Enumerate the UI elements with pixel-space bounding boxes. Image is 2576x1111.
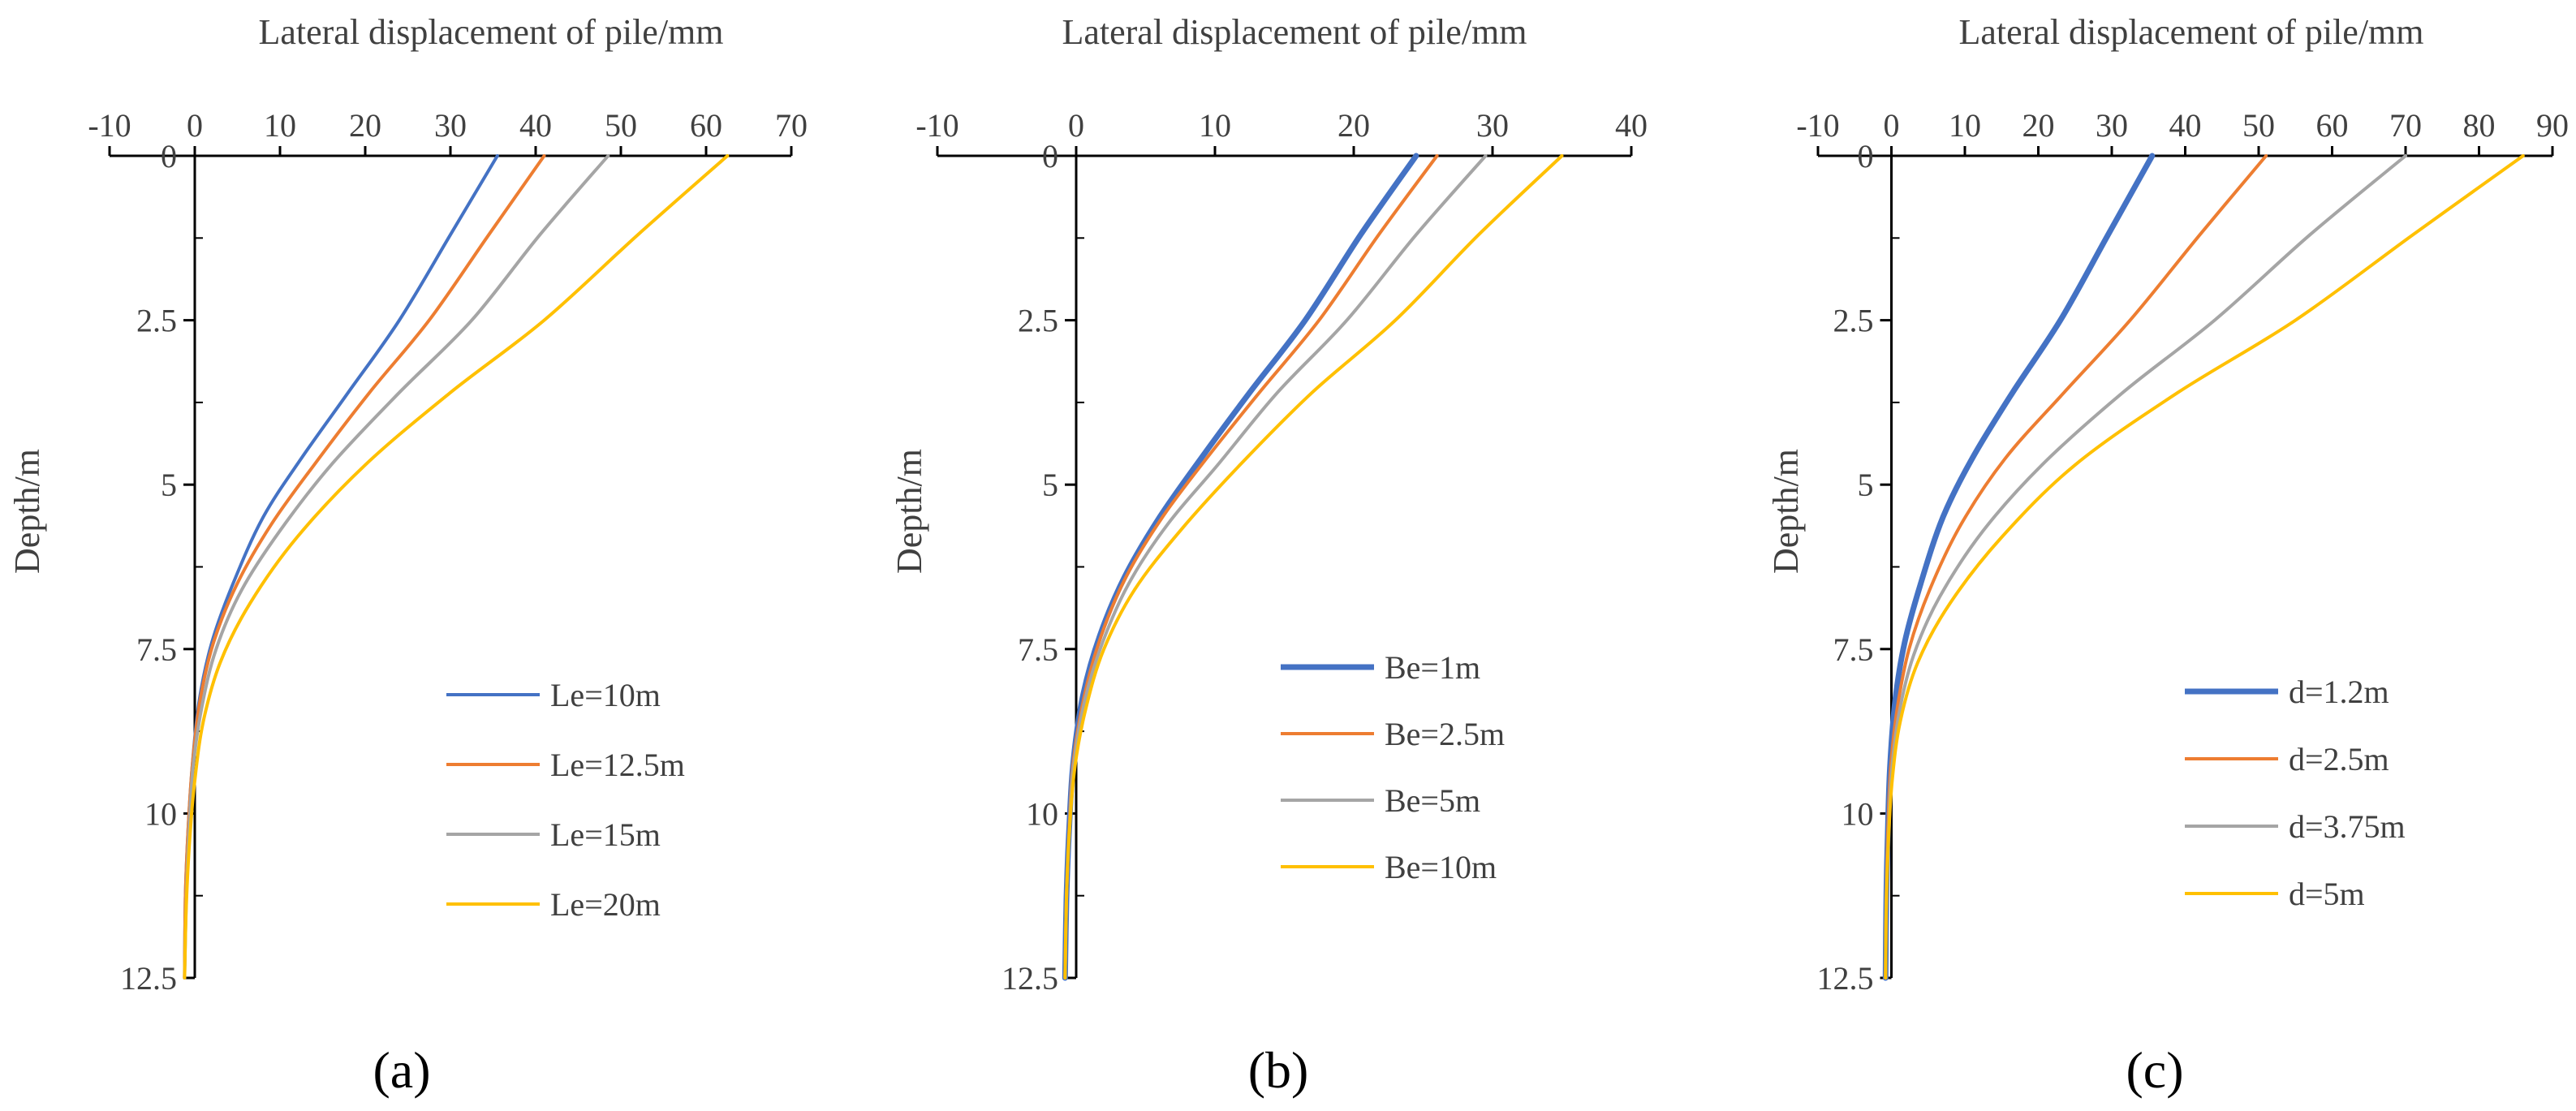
series-line-Le=20m	[183, 154, 730, 980]
y-tick-label: 0	[161, 138, 177, 174]
y-tick-label: 5	[1858, 467, 1874, 503]
series-line-Le=15m	[183, 154, 610, 980]
y-tick-label: 0	[1042, 138, 1058, 174]
legend-label: Be=5m	[1385, 782, 1480, 819]
y-axis-title: Depth/m	[890, 449, 929, 574]
x-tick-label: 60	[2316, 107, 2349, 144]
x-tick-label: -10	[915, 107, 958, 144]
x-tick-label: -10	[1796, 107, 1839, 144]
chart-panel-c: -10 0 10 20 30 40 50 60 70 80 90 0 2.5 5 7.5 10 12.5 Late…	[1766, 12, 2569, 1099]
y-tick-label: 7.5	[1018, 631, 1058, 668]
x-tick-label: 40	[1615, 107, 1648, 144]
x-tick-label: 30	[2096, 107, 2128, 144]
x-tick-label: 50	[2242, 107, 2275, 144]
legend-label: Be=10m	[1385, 849, 1497, 885]
y-axis-title: Depth/m	[1766, 449, 1806, 574]
series-line-Be=10m	[1063, 154, 1564, 980]
x-axis-title: Lateral displacement of pile/mm	[258, 12, 723, 52]
y-tick-label: 10	[1842, 795, 1874, 832]
x-tick-label: 90	[2536, 107, 2569, 144]
x-tick-label: 40	[519, 107, 552, 144]
legend-label: Le=10m	[550, 677, 661, 713]
series-line-Le=10m	[183, 154, 499, 980]
legend: Le=10m Le=12.5m Le=15m Le=20m	[446, 677, 685, 923]
x-tick-label: 30	[1476, 107, 1509, 144]
y-tick-label: 5	[161, 467, 177, 503]
y-tick-label: 0	[1858, 138, 1874, 174]
x-tick-label: 70	[2389, 107, 2422, 144]
x-tick-label: 50	[605, 107, 637, 144]
x-tick-label: 20	[1338, 107, 1370, 144]
x-tick-label: 30	[434, 107, 467, 144]
x-tick-label: 80	[2463, 107, 2496, 144]
y-tick-label: 7.5	[1833, 631, 1874, 668]
x-tick-label: 20	[2022, 107, 2055, 144]
series-line-d=1.2m	[1882, 153, 2156, 981]
x-axis-title: Lateral displacement of pile/mm	[1062, 12, 1527, 52]
x-tick-label: 0	[1884, 107, 1900, 144]
y-tick-label: 10	[1026, 795, 1058, 832]
y-tick-label: 12.5	[1817, 960, 1874, 997]
panel-caption: (b)	[1248, 1041, 1309, 1099]
panel-caption: (a)	[373, 1041, 430, 1099]
legend: Be=1m Be=2.5m Be=5m Be=10m	[1281, 649, 1505, 885]
series-line-d=3.75m	[1884, 154, 2407, 980]
y-tick-label: 2.5	[1018, 303, 1058, 339]
legend-label: Le=12.5m	[550, 747, 685, 783]
legend-label: Le=20m	[550, 886, 661, 923]
x-tick-label: 40	[2169, 107, 2202, 144]
y-tick-label: 12.5	[120, 960, 177, 997]
chart-panel-b: -10 0 10 20 30 40 0 2.5 5 7.5 10 12.5 Lateral displa…	[890, 12, 1648, 1099]
y-tick-label: 7.5	[136, 631, 177, 668]
x-tick-label: 10	[264, 107, 296, 144]
y-tick-label: 2.5	[136, 303, 177, 339]
x-tick-label: 10	[1949, 107, 1981, 144]
x-tick-label: 0	[1068, 107, 1084, 144]
legend: d=1.2m d=2.5m d=3.75m d=5m	[2185, 674, 2406, 912]
y-tick-label: 5	[1042, 467, 1058, 503]
legend-label: Be=1m	[1385, 649, 1480, 686]
x-axis-title: Lateral displacement of pile/mm	[1958, 12, 2423, 52]
legend-label: d=5m	[2289, 876, 2365, 912]
chart-panel-a: -10 0 10 20 30 40 50 60 70 0 2.5 5 7.5 10 12.5 Lateral …	[7, 12, 808, 1099]
y-axis-title: Depth/m	[7, 449, 47, 574]
series-line-d=2.5m	[1884, 154, 2268, 980]
x-tick-label: 60	[690, 107, 722, 144]
x-tick-label: 70	[775, 107, 808, 144]
legend-label: d=3.75m	[2289, 808, 2406, 845]
x-tick-label: -10	[88, 107, 131, 144]
x-tick-label: 20	[349, 107, 381, 144]
series-line-Be=1m	[1062, 153, 1419, 981]
y-tick-label: 2.5	[1833, 303, 1874, 339]
x-tick-label: 10	[1199, 107, 1231, 144]
y-tick-label: 12.5	[1002, 960, 1058, 997]
y-tick-label: 10	[144, 795, 177, 832]
legend-label: Be=2.5m	[1385, 716, 1505, 752]
panel-caption: (c)	[2126, 1041, 2183, 1099]
series-line-d=5m	[1884, 154, 2525, 980]
legend-label: Le=15m	[550, 816, 661, 853]
legend-label: d=2.5m	[2289, 741, 2389, 777]
x-tick-label: 0	[187, 107, 203, 144]
legend-label: d=1.2m	[2289, 674, 2389, 710]
